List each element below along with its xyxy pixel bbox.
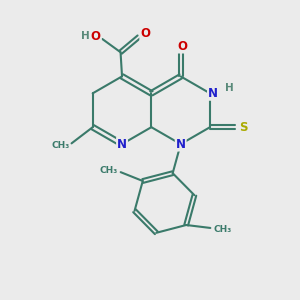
Text: H: H bbox=[81, 31, 90, 41]
Text: CH₃: CH₃ bbox=[99, 166, 117, 175]
Text: CH₃: CH₃ bbox=[51, 141, 69, 150]
Text: N: N bbox=[117, 138, 127, 151]
Text: N: N bbox=[208, 87, 218, 100]
Text: O: O bbox=[91, 30, 101, 43]
Text: H: H bbox=[225, 83, 233, 93]
Text: O: O bbox=[177, 40, 187, 52]
Text: O: O bbox=[140, 28, 150, 40]
Text: N: N bbox=[176, 138, 186, 151]
Text: CH₃: CH₃ bbox=[214, 225, 232, 234]
Text: S: S bbox=[239, 121, 248, 134]
